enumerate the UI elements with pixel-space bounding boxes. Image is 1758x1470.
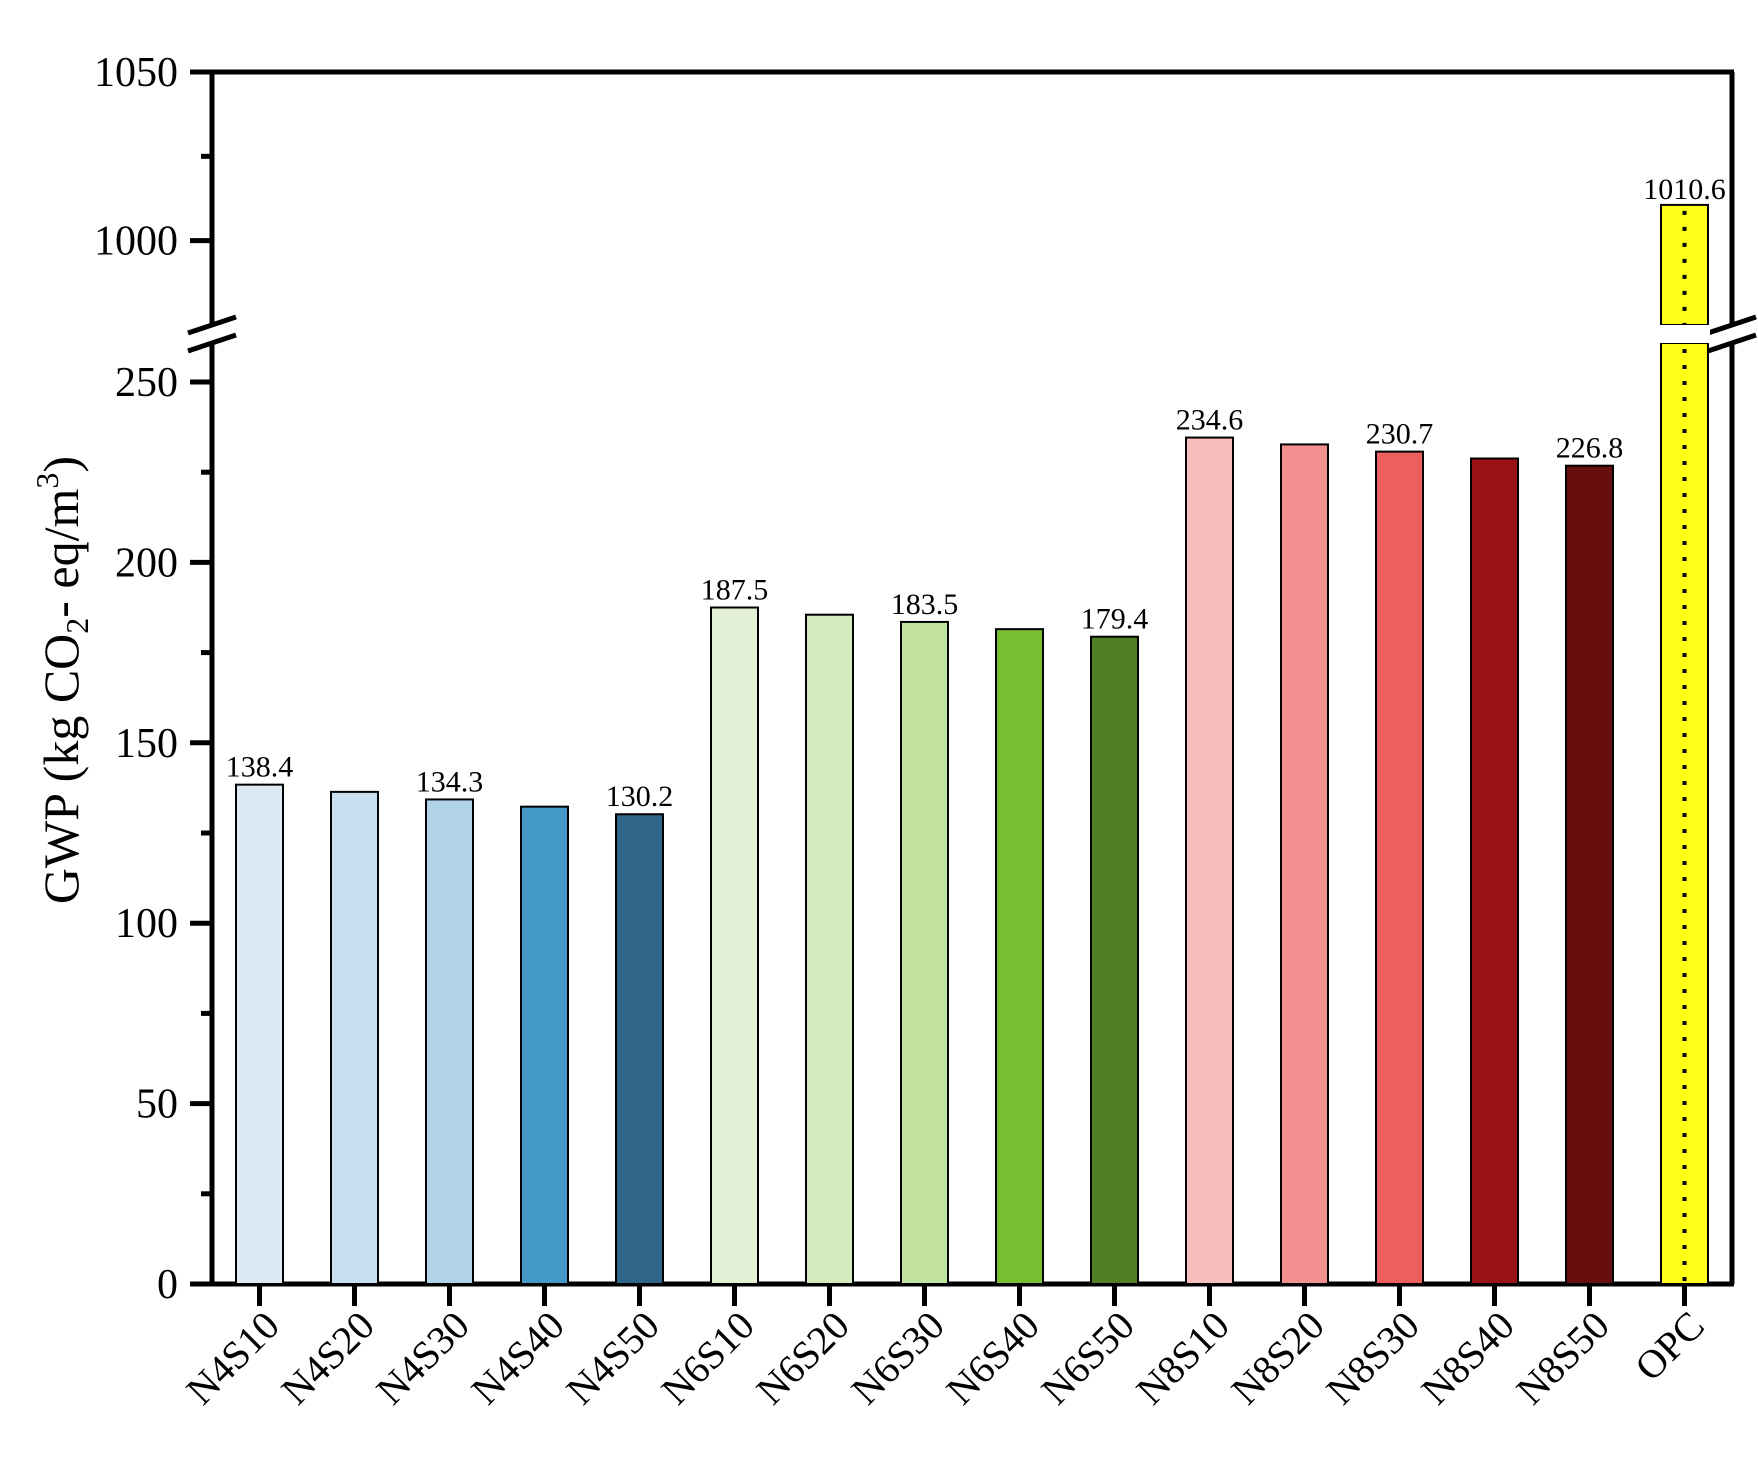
x-axis-ticks: N4S10N4S20N4S30N4S40N4S50N6S10N6S20N6S30… — [177, 1284, 1713, 1413]
x-tick-label-opc: OPC — [1626, 1303, 1713, 1390]
bar-n4s50 — [615, 813, 664, 1285]
data-label-n6s50: 179.4 — [1081, 603, 1149, 636]
x-tick-label-n8s40: N8S40 — [1412, 1303, 1522, 1413]
y-tick-0-label: 0 — [157, 1262, 178, 1308]
data-labels-group: 138.4 134.3 130.2 187.5 183.5 179.4 234.6 230.7… — [226, 173, 1726, 813]
x-tick-label-n4s20: N4S20 — [272, 1303, 382, 1413]
data-label-n8s50: 226.8 — [1556, 432, 1624, 465]
right-axis-break-gap — [1706, 325, 1758, 343]
x-tick-label-n4s50: N4S50 — [557, 1303, 667, 1413]
bar-n8s10 — [1185, 436, 1234, 1286]
bar-n8s50 — [1565, 464, 1614, 1285]
bar-n4s40 — [520, 805, 569, 1286]
data-label-opc: 1010.6 — [1643, 173, 1726, 206]
x-tick-label-n8s20: N8S20 — [1222, 1303, 1332, 1413]
y-tick-250-label: 250 — [115, 360, 178, 406]
bar-n4s30 — [425, 798, 474, 1286]
data-label-n8s10: 234.6 — [1176, 404, 1244, 437]
bar-n8s30 — [1375, 450, 1424, 1285]
bar-n4s20 — [330, 790, 379, 1285]
x-tick-label-n4s30: N4S30 — [367, 1303, 477, 1413]
left-axis-break-gap — [186, 325, 238, 343]
y-axis-ticks: 0 50 100 150 200 250 1000 1050 — [94, 50, 212, 1308]
bar-n4s10 — [235, 783, 284, 1285]
left-axis-break-slash-bottom — [187, 332, 237, 354]
left-axis-break-slash-top — [187, 314, 237, 336]
data-label-n6s30: 183.5 — [891, 588, 959, 621]
bar-n8s20 — [1280, 443, 1329, 1285]
data-label-n6s10: 187.5 — [701, 574, 769, 607]
x-tick-label-n8s10: N8S10 — [1127, 1303, 1237, 1413]
x-tick-label-n6s50: N6S50 — [1032, 1303, 1142, 1413]
x-tick-label-n6s20: N6S20 — [747, 1303, 857, 1413]
x-tick-label-n4s10: N4S10 — [177, 1303, 287, 1413]
y-axis-label-end: ) — [33, 456, 89, 473]
x-tick-label-n4s40: N4S40 — [462, 1303, 572, 1413]
data-label-n4s10: 138.4 — [226, 751, 294, 784]
bar-n6s10 — [710, 606, 759, 1285]
y-axis-label-sub: 2 — [59, 618, 95, 634]
y-axis-label-mid: - eq/m — [33, 488, 89, 617]
y-tick-1050-label: 1050 — [94, 50, 178, 96]
opc-bar-break-gap — [1659, 325, 1710, 343]
y-axis-label: GWP (kg CO2- eq/m3) — [29, 456, 95, 904]
bar-n6s30 — [900, 620, 949, 1285]
bar-n6s20 — [805, 613, 854, 1285]
y-tick-50-label: 50 — [136, 1082, 178, 1128]
x-tick-label-n8s30: N8S30 — [1317, 1303, 1427, 1413]
bar-n6s50 — [1090, 635, 1139, 1285]
x-tick-label-n6s30: N6S30 — [842, 1303, 952, 1413]
y-tick-150-label: 150 — [115, 721, 178, 767]
data-label-n4s30: 134.3 — [416, 765, 484, 798]
y-axis-label-main: GWP (kg CO — [33, 634, 89, 904]
x-tick-label-n6s10: N6S10 — [652, 1303, 762, 1413]
y-tick-1000-label: 1000 — [94, 219, 178, 265]
y-tick-100-label: 100 — [115, 901, 178, 947]
bars-group — [235, 203, 1709, 1286]
right-axis-break-slash-top — [1707, 314, 1757, 336]
x-tick-label-n6s40: N6S40 — [937, 1303, 1047, 1413]
axis-break-marks — [186, 314, 1758, 354]
x-tick-label-n8s50: N8S50 — [1507, 1303, 1617, 1413]
y-tick-200-label: 200 — [115, 540, 178, 586]
bar-n8s40 — [1470, 457, 1519, 1285]
y-axis-label-sup: 3 — [29, 473, 65, 489]
bar-n6s40 — [995, 628, 1044, 1285]
right-axis-break-slash-bottom — [1707, 332, 1757, 354]
data-label-n8s30: 230.7 — [1366, 418, 1434, 451]
data-label-n4s50: 130.2 — [606, 780, 674, 813]
